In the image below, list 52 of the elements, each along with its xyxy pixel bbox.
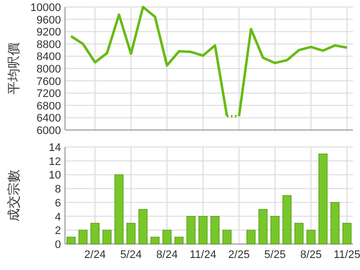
x-tick-label: 11/24 [190,249,216,261]
bar [102,230,112,244]
bar [162,230,172,244]
bar [282,195,292,244]
y-axis-title: 成交宗數 [6,170,21,222]
y-tick-label: 0 [54,239,61,251]
bar [186,216,196,244]
bar [90,222,100,244]
y-tick-label: 6000 [36,125,61,137]
y-tick-label: 10000 [30,2,61,14]
y-tick-label: 8400 [36,51,61,64]
y-tick-label: 10 [48,170,61,182]
bar [198,216,208,244]
bar [318,154,328,244]
x-tick-label: 11/25 [334,249,360,261]
y-axis-title: 平均呎價 [6,42,21,94]
bar [294,222,304,244]
bar [174,236,184,244]
x-tick-label: 5/24 [120,249,142,261]
y-tick-label: 9200 [36,26,61,39]
y-tick-label: 8000 [36,64,61,76]
bar [330,202,340,244]
y-tick-label: 12 [48,156,61,168]
y-tick-label: 14 [48,142,61,154]
bar [210,216,220,244]
bar [150,236,160,244]
bar [126,222,136,244]
y-tick-label: 6800 [36,100,61,112]
bar [222,230,232,244]
bar [114,174,124,244]
bar [138,209,148,244]
bar [342,222,352,244]
y-tick-label: 4 [54,211,61,224]
y-tick-label: 7200 [36,88,61,100]
bar [306,230,316,244]
y-tick-label: 7600 [36,76,61,88]
y-tick-label: 6 [54,197,61,210]
x-tick-label: 2/25 [228,249,250,261]
y-tick-label: 9600 [36,14,61,26]
y-tick-label: 2 [54,225,61,238]
x-tick-label: 5/25 [264,249,286,261]
x-tick-label: 8/25 [300,249,322,261]
x-tick-label: 2/24 [84,249,106,261]
y-tick-label: 6400 [36,112,61,125]
y-tick-label: 8800 [36,38,61,51]
x-tick-label: 8/24 [156,249,178,261]
bar [270,216,280,244]
y-tick-label: 8 [54,184,61,196]
bar [258,209,268,244]
bar [246,230,256,244]
bar [66,236,76,244]
bar [78,230,88,244]
